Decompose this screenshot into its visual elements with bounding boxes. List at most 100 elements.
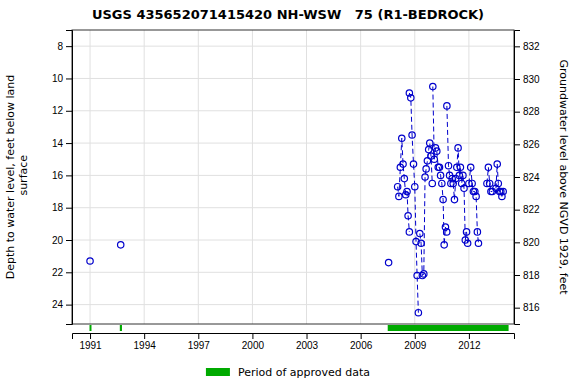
tick-mark — [66, 305, 72, 306]
series — [87, 258, 93, 264]
data-point — [409, 132, 415, 138]
tick: 824 — [514, 172, 540, 183]
series — [444, 103, 459, 203]
data-point — [468, 164, 474, 170]
data-point — [474, 229, 480, 235]
data-point — [429, 180, 435, 186]
tick: 2006 — [350, 333, 373, 351]
data-point — [436, 164, 442, 170]
tick: 22 — [52, 267, 72, 278]
tick: 16 — [52, 170, 72, 181]
data-point — [385, 259, 391, 265]
data-point — [444, 103, 450, 109]
tick-mark — [66, 240, 72, 241]
tick: 1994 — [134, 333, 157, 351]
tick-mark — [415, 333, 416, 339]
data-point — [400, 161, 406, 167]
grid-line-y — [72, 207, 514, 208]
data-point — [495, 180, 501, 186]
series — [454, 145, 471, 247]
data-point — [440, 196, 446, 202]
series — [118, 242, 124, 248]
grid-line-x — [90, 30, 91, 324]
grid-line-y — [72, 78, 514, 79]
series — [406, 90, 421, 316]
tick: 24 — [52, 299, 72, 310]
data-point — [485, 164, 491, 170]
data-point — [399, 135, 405, 141]
plot-frame — [72, 30, 514, 324]
tick-label: 20 — [52, 235, 64, 246]
tick-label: 820 — [523, 237, 540, 248]
data-point — [455, 145, 461, 151]
data-point — [444, 229, 450, 235]
tick-mark — [361, 333, 362, 339]
tick-label: 22 — [52, 267, 64, 278]
tick: 2012 — [458, 333, 481, 351]
data-point — [417, 230, 423, 236]
tick-mark — [514, 46, 520, 47]
data-point — [441, 242, 447, 248]
tick: 10 — [52, 73, 72, 84]
grid-line-y — [72, 272, 514, 273]
data-point — [445, 162, 451, 168]
data-point — [422, 174, 428, 180]
series-line — [420, 143, 432, 275]
data-point — [457, 164, 463, 170]
y2-axis-label: Groundwater level above NGVD 1929, feet — [557, 59, 570, 295]
series-line — [433, 87, 447, 245]
tick-label: 18 — [52, 202, 64, 213]
data-point — [437, 172, 443, 178]
tick: 818 — [514, 270, 540, 281]
tick-label: 824 — [523, 172, 540, 183]
data-point — [463, 229, 469, 235]
grid-line-y — [72, 240, 514, 241]
tick-mark — [66, 208, 72, 209]
data-point — [421, 271, 427, 277]
tick-label: 2012 — [458, 340, 481, 351]
tick: 1997 — [188, 333, 211, 351]
data-point — [404, 188, 410, 194]
tick-label: 826 — [523, 139, 540, 150]
y-axis: 8 10 12 14 16 18 20 22 24 — [52, 31, 73, 325]
tick-mark — [90, 333, 91, 339]
tick-label: 830 — [523, 74, 540, 85]
tick: 2000 — [242, 333, 265, 351]
data-point — [469, 180, 475, 186]
chart: 1991199419972000200320062009201281012141… — [0, 0, 576, 384]
tick-label: 816 — [523, 302, 540, 313]
data-point — [415, 309, 421, 315]
grid — [72, 30, 514, 324]
tick-mark — [66, 143, 72, 144]
legend-swatch — [206, 368, 230, 376]
grid-line-x — [306, 30, 307, 324]
legend: Period of approved data — [206, 366, 370, 379]
tick-mark — [514, 177, 520, 178]
tick-label: 828 — [523, 106, 540, 117]
tick-label: 1997 — [188, 340, 211, 351]
approved-period — [388, 325, 509, 331]
tick-mark — [514, 79, 520, 80]
y-axis-label-line: Depth to water level, feet below land — [4, 75, 17, 280]
tick-mark — [66, 46, 72, 47]
series — [394, 135, 412, 235]
tick-mark — [66, 111, 72, 112]
tick-mark — [514, 275, 520, 276]
grid-line-y — [72, 304, 514, 305]
tick-label: 818 — [523, 270, 540, 281]
data-point — [423, 166, 429, 172]
data-point — [418, 240, 424, 246]
tick-label: 2000 — [242, 340, 265, 351]
tick-label: 2006 — [350, 340, 373, 351]
tick-label: 8 — [57, 41, 63, 52]
data-point — [451, 196, 457, 202]
tick-label: 14 — [52, 138, 64, 149]
data-point — [475, 240, 481, 246]
plot: 1991199419972000200320062009201281012141… — [52, 30, 540, 351]
tick: 12 — [52, 105, 72, 116]
data-point — [401, 175, 407, 181]
data-point — [473, 193, 479, 199]
series-line — [409, 93, 418, 313]
grid-line-y — [72, 110, 514, 111]
grid-line-y — [72, 46, 514, 47]
